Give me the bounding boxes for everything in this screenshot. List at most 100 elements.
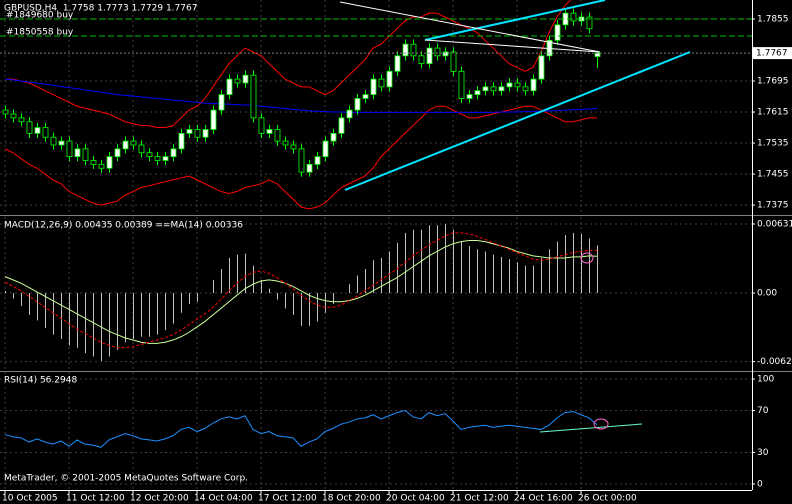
candle-body: [178, 132, 185, 150]
y-tick-label: 0.00: [757, 289, 777, 299]
y-tick-label: 1.7615: [757, 108, 789, 118]
candle-body: [362, 94, 369, 99]
x-tick-label: 26 Oct 00:00: [578, 494, 637, 504]
candle-body: [266, 129, 273, 134]
candle-body: [290, 144, 297, 150]
y-tick-label: 1.7855: [757, 14, 789, 24]
drawn-objects: [339, 0, 691, 433]
rsi-line: [4, 409, 598, 448]
candle-body: [594, 52, 601, 58]
candle-body: [122, 140, 129, 150]
candle-body: [114, 148, 121, 158]
x-tick-label: 12 Oct 20:00: [130, 494, 189, 504]
candle-body: [370, 78, 377, 95]
candle-body: [218, 94, 225, 111]
candle-body: [514, 82, 521, 88]
candle-body: [130, 140, 137, 146]
candle-body: [226, 78, 233, 95]
candle-body: [154, 156, 161, 161]
y-tick-label: -0.00627: [757, 357, 792, 367]
candle-body: [530, 78, 537, 92]
candle-body: [378, 78, 385, 88]
candle-body: [50, 136, 57, 146]
candle-body: [426, 47, 433, 64]
order-label: #1849680 buy: [6, 10, 74, 20]
y-tick-label: 0: [757, 480, 763, 490]
candle-body: [354, 98, 361, 111]
macd-signal-line: [4, 232, 598, 349]
candle-body: [482, 86, 489, 92]
candle-body: [314, 156, 321, 165]
indicator-line: [4, 105, 597, 210]
candle-body: [58, 140, 65, 146]
candle-body: [410, 43, 417, 57]
y-tick-label: 70: [757, 406, 769, 416]
candle-body: [66, 140, 73, 158]
candle-body: [466, 94, 473, 99]
x-tick-label: 18 Oct 20:00: [322, 494, 381, 504]
candle-body: [554, 24, 561, 41]
candle-body: [346, 109, 353, 119]
pane-title: GBPUSD,H4 1.7758 1.7773 1.7729 1.7767: [4, 4, 197, 14]
candle-body: [338, 117, 345, 134]
y-tick-label: 1.7695: [757, 77, 789, 87]
order-label: #1850558 buy: [6, 28, 74, 38]
candle-body: [330, 132, 337, 142]
trend-line: [539, 423, 643, 433]
x-tick-label: 20 Oct 04:00: [386, 494, 445, 504]
candle-body: [506, 82, 513, 88]
candle-body: [258, 117, 265, 134]
highlight-circle: [580, 252, 594, 264]
candle-body: [298, 148, 305, 173]
pane-title: MACD(12,26,9) 0.00435 0.00389 ==MA(14) 0…: [4, 221, 243, 231]
candle-body: [450, 51, 457, 72]
y-tick-label: 1.7535: [757, 139, 789, 149]
candle-body: [170, 148, 177, 158]
candle-body: [322, 140, 329, 158]
x-tick-label: 24 Oct 16:00: [514, 494, 573, 504]
candle-body: [418, 55, 425, 64]
candle-body: [162, 156, 169, 161]
candle-body: [386, 70, 393, 88]
current-price-label: 1.7767: [756, 49, 788, 59]
candle-body: [26, 121, 33, 134]
candle-body: [98, 163, 105, 169]
x-tick-label: 17 Oct 12:00: [258, 494, 317, 504]
candle-body: [138, 144, 145, 154]
candle-body: [146, 152, 153, 158]
candle-body: [498, 86, 505, 92]
pane-frames: [0, 0, 792, 491]
candle-body: [586, 16, 593, 30]
highlight-circle: [593, 418, 609, 430]
candle-body: [194, 129, 201, 138]
candle-body: [274, 129, 281, 142]
indicator-line: [4, 78, 598, 113]
x-tick-label: 10 Oct 2005: [2, 494, 58, 504]
candle-body: [234, 78, 241, 84]
y-tick-label: 1.7455: [757, 170, 789, 180]
candle-body: [202, 129, 209, 138]
trend-line: [424, 39, 601, 53]
footer-text: MetaTrader, © 2001-2005 MetaQuotes Softw…: [4, 474, 248, 484]
candle-body: [186, 129, 193, 134]
candle-body: [306, 163, 313, 173]
candle-body: [522, 86, 529, 92]
candle-body: [490, 86, 497, 92]
trend-line: [339, 1, 601, 53]
candle-body: [394, 55, 401, 72]
trend-line: [424, 0, 606, 41]
y-tick-label: 100: [757, 375, 774, 385]
candle-body: [442, 51, 449, 57]
candle-body: [458, 70, 465, 99]
candle-body: [106, 156, 113, 169]
candle-body: [538, 55, 545, 80]
candle-body: [42, 127, 49, 138]
trend-line: [344, 51, 691, 191]
y-tick-label: 30: [757, 448, 769, 458]
indicator-line: [5, 0, 572, 129]
candle-body: [90, 160, 97, 165]
x-tick-label: 11 Oct 12:00: [66, 494, 125, 504]
candle-body: [250, 74, 257, 119]
candle-body: [282, 140, 289, 146]
